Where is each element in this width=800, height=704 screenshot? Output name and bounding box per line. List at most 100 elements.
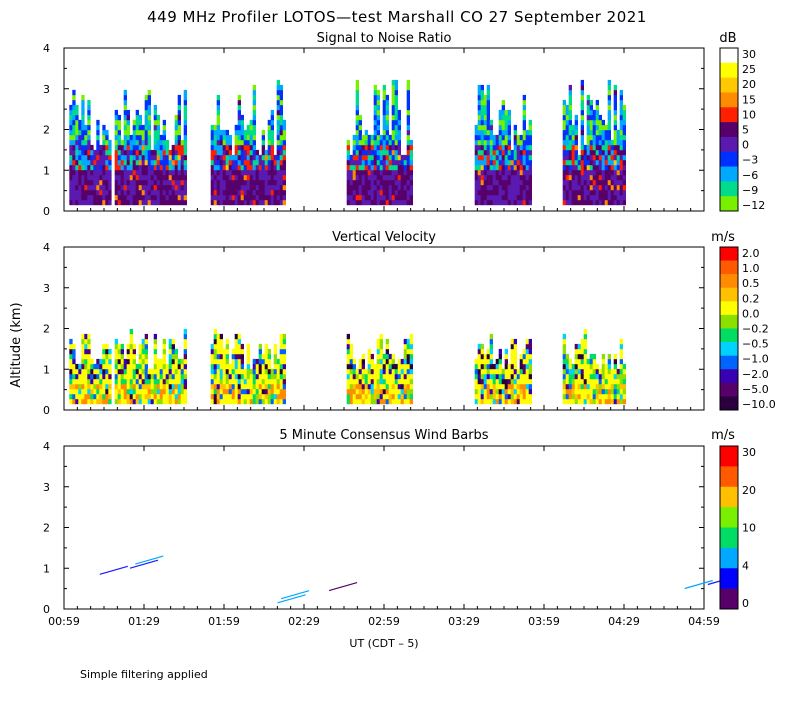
heatmap-cell	[355, 194, 359, 201]
heatmap-cell	[409, 199, 413, 206]
heatmap-cell	[406, 139, 410, 146]
heatmap-cell	[231, 368, 235, 375]
colorbar-swatch	[720, 196, 738, 212]
heatmap-cell	[604, 169, 608, 176]
heatmap-cell	[507, 383, 511, 390]
heatmap-cell	[183, 139, 187, 146]
heatmap-cell	[504, 179, 508, 186]
heatmap-cell	[99, 189, 103, 196]
heatmap-cell	[486, 99, 490, 106]
heatmap-cell	[123, 184, 127, 191]
heatmap-cell	[528, 124, 532, 131]
heatmap-cell	[516, 199, 520, 206]
heatmap-cell	[276, 124, 280, 131]
heatmap-cell	[385, 338, 389, 345]
heatmap-cell	[406, 134, 410, 141]
heatmap-cell	[370, 199, 374, 206]
heatmap-cell	[105, 134, 109, 141]
heatmap-cell	[246, 169, 250, 176]
heatmap-cell	[397, 169, 401, 176]
heatmap-cell	[93, 154, 97, 161]
heatmap-cell	[225, 189, 229, 196]
heatmap-cell	[610, 184, 614, 191]
heatmap-cell	[87, 129, 91, 136]
y-tick-label: 4	[43, 42, 50, 55]
heatmap-cell	[522, 154, 526, 161]
heatmap-cell	[90, 164, 94, 171]
heatmap-cell	[156, 119, 160, 126]
heatmap-cell	[409, 184, 413, 191]
heatmap-cell	[93, 363, 97, 370]
heatmap-cell	[486, 348, 490, 355]
heatmap-cell	[249, 199, 253, 206]
heatmap-cell	[249, 388, 253, 395]
heatmap-cell	[216, 144, 220, 151]
heatmap-cell	[489, 174, 493, 181]
heatmap-cell	[616, 194, 620, 201]
heatmap-cell	[571, 169, 575, 176]
heatmap-cell	[397, 368, 401, 375]
heatmap-cell	[219, 358, 223, 365]
heatmap-cell	[87, 119, 91, 126]
heatmap-cell	[589, 164, 593, 171]
heatmap-cell	[237, 358, 241, 365]
heatmap-cell	[616, 149, 620, 156]
heatmap-cell	[246, 348, 250, 355]
heatmap-cell	[159, 134, 163, 141]
heatmap-cell	[237, 373, 241, 380]
heatmap-cell	[258, 368, 262, 375]
heatmap-cell	[84, 363, 88, 370]
heatmap-cell	[376, 159, 380, 166]
heatmap-cell	[153, 358, 157, 365]
heatmap-cell	[255, 383, 259, 390]
heatmap-cell	[492, 139, 496, 146]
heatmap-cell	[480, 373, 484, 380]
heatmap-cell	[379, 373, 383, 380]
heatmap-cell	[81, 343, 85, 350]
heatmap-cell	[276, 194, 280, 201]
heatmap-cell	[276, 114, 280, 121]
heatmap-cell	[120, 388, 124, 395]
heatmap-cell	[370, 194, 374, 201]
heatmap-cell	[513, 373, 517, 380]
heatmap-cell	[507, 189, 511, 196]
heatmap-cell	[610, 398, 614, 405]
heatmap-cell	[403, 184, 407, 191]
heatmap-cell	[180, 373, 184, 380]
heatmap-cell	[237, 353, 241, 360]
heatmap-cell	[592, 373, 596, 380]
heatmap-cell	[349, 343, 353, 350]
heatmap-cell	[168, 179, 172, 186]
heatmap-cell	[126, 109, 130, 116]
heatmap-cell	[270, 174, 274, 181]
heatmap-cell	[510, 378, 514, 385]
heatmap-cell	[117, 169, 121, 176]
heatmap-cell	[607, 119, 611, 126]
heatmap-cell	[397, 358, 401, 365]
heatmap-cell	[171, 378, 175, 385]
heatmap-cell	[504, 149, 508, 156]
heatmap-cell	[105, 398, 109, 405]
heatmap-cell	[622, 139, 626, 146]
heatmap-cell	[90, 383, 94, 390]
heatmap-cell	[84, 353, 88, 360]
heatmap-cell	[84, 134, 88, 141]
heatmap-cell	[102, 129, 106, 136]
heatmap-cell	[355, 179, 359, 186]
heatmap-cell	[96, 388, 100, 395]
heatmap-cell	[522, 358, 526, 365]
heatmap-cell	[607, 159, 611, 166]
heatmap-cell	[519, 184, 523, 191]
heatmap-cell	[123, 398, 127, 405]
heatmap-cell	[84, 169, 88, 176]
heatmap-cell	[81, 144, 85, 151]
heatmap-cell	[246, 144, 250, 151]
heatmap-cell	[168, 174, 172, 181]
heatmap-cell	[409, 333, 413, 340]
heatmap-cell	[568, 383, 572, 390]
heatmap-cell	[604, 199, 608, 206]
heatmap-cell	[159, 393, 163, 400]
heatmap-cell	[616, 199, 620, 206]
heatmap-cell	[126, 159, 130, 166]
heatmap-cell	[81, 99, 85, 106]
